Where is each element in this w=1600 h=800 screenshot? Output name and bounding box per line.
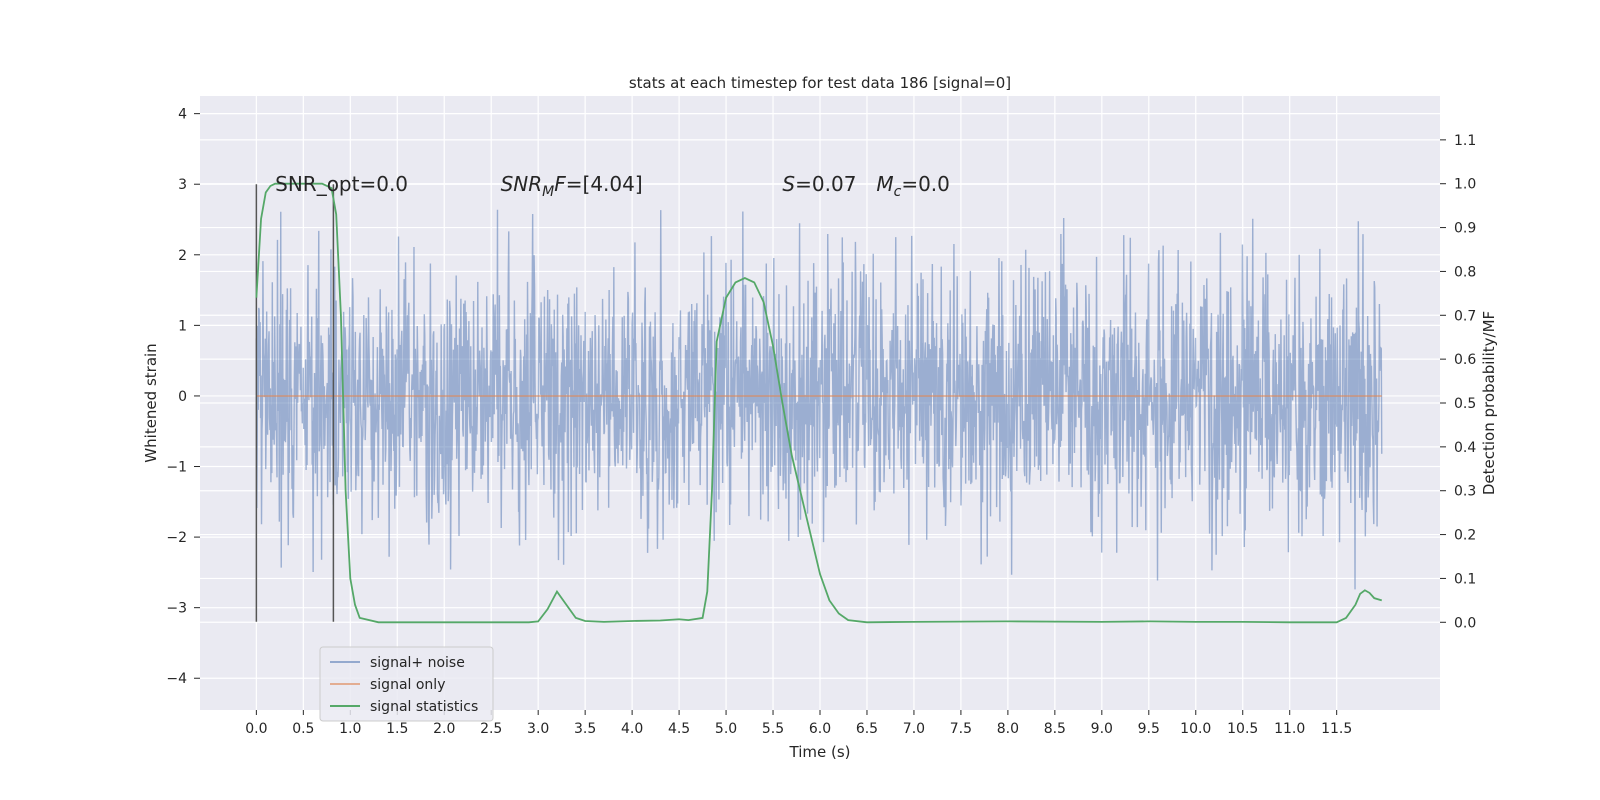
x-tick-label-18: 9.0 xyxy=(1091,721,1113,737)
annotation-s_val: S=0.07 xyxy=(782,172,856,196)
y2-tick-label-2: 0.2 xyxy=(1454,528,1476,544)
y-tick-label-7: 3 xyxy=(178,177,187,193)
x-tick-label-13: 6.5 xyxy=(856,721,878,737)
y2-tick-label-7: 0.7 xyxy=(1454,308,1476,324)
x-tick-label-10: 5.0 xyxy=(715,721,737,737)
x-tick-label-17: 8.5 xyxy=(1044,721,1066,737)
y-tick-label-1: −3 xyxy=(166,601,187,617)
y2-tick-label-5: 0.5 xyxy=(1454,396,1476,412)
chart-title: stats at each timestep for test data 186… xyxy=(629,74,1011,92)
annotation-m_c: Mc=0.0 xyxy=(876,172,950,200)
y2-axis-title: Detection probability/MF xyxy=(1480,311,1498,495)
y-tick-label-2: −2 xyxy=(166,530,187,546)
x-tick-label-15: 7.5 xyxy=(950,721,972,737)
x-tick-label-14: 7.0 xyxy=(903,721,925,737)
x-tick-label-9: 4.5 xyxy=(668,721,690,737)
y-axis-left: −4 −3 −2 −1 0 1 2 3 4 xyxy=(166,107,200,687)
x-tick-label-2: 1.0 xyxy=(339,721,361,737)
lines-layer xyxy=(255,182,1383,624)
y2-tick-label-3: 0.3 xyxy=(1454,484,1476,500)
y-tick-label-0: −4 xyxy=(166,671,187,687)
legend-label-signal: signal only xyxy=(370,677,445,693)
x-tick-label-16: 8.0 xyxy=(997,721,1019,737)
legend-label-noise: signal+ noise xyxy=(370,655,465,671)
y-axis-right: 0.0 0.1 0.2 0.3 0.4 0.5 0.6 0.7 0.8 0.9 1.0 1.1 xyxy=(1440,133,1476,631)
x-tick-label-11: 5.5 xyxy=(762,721,784,737)
legend: signal+ noise signal only signal statist… xyxy=(319,646,494,722)
x-tick-label-8: 4.0 xyxy=(621,721,643,737)
y2-tick-label-10: 1.0 xyxy=(1454,177,1476,193)
x-tick-label-21: 10.5 xyxy=(1227,721,1258,737)
y-tick-label-3: −1 xyxy=(166,460,187,476)
series-signal-statistics xyxy=(255,182,1383,624)
y2-tick-label-4: 0.4 xyxy=(1454,440,1476,456)
y-axis-title: Whitened strain xyxy=(142,343,160,462)
x-tick-label-4: 2.0 xyxy=(433,721,455,737)
y2-tick-label-6: 0.6 xyxy=(1454,352,1476,368)
x-tick-label-20: 10.0 xyxy=(1180,721,1211,737)
x-tick-label-19: 9.5 xyxy=(1138,721,1160,737)
legend-box xyxy=(319,646,494,722)
y2-tick-label-0: 0.0 xyxy=(1454,615,1476,631)
x-tick-label-1: 0.5 xyxy=(292,721,314,737)
annotations: SNR_opt=0.0 SNRMF=[4.04] S=0.07 Mc=0.0 xyxy=(275,172,950,200)
legend-label-statistics: signal statistics xyxy=(370,699,478,715)
y-tick-label-8: 4 xyxy=(178,107,187,123)
x-tick-label-3: 1.5 xyxy=(386,721,408,737)
annotation-snr_mf: SNRMF=[4.04] xyxy=(501,172,643,200)
x-tick-label-12: 6.0 xyxy=(809,721,831,737)
y-tick-label-4: 0 xyxy=(178,389,187,405)
y2-tick-label-1: 0.1 xyxy=(1454,571,1476,587)
y2-tick-label-11: 1.1 xyxy=(1454,133,1476,149)
x-axis: 0.0 0.5 1.0 1.5 2.0 2.5 3.0 3.5 4.0 4.5 5.0 5.5 6.0 6… xyxy=(245,710,1352,737)
y2-tick-label-9: 0.9 xyxy=(1454,221,1476,237)
x-tick-label-7: 3.5 xyxy=(574,721,596,737)
x-tick-label-0: 0.0 xyxy=(245,721,267,737)
y-tick-label-5: 1 xyxy=(178,318,187,334)
annotation-snr_opt: SNR_opt=0.0 xyxy=(275,172,408,196)
noise-series xyxy=(255,209,1383,590)
x-tick-label-23: 11.5 xyxy=(1321,721,1352,737)
x-tick-label-22: 11.0 xyxy=(1274,721,1305,737)
y2-tick-label-8: 0.8 xyxy=(1454,264,1476,280)
x-axis-title: Time (s) xyxy=(789,743,851,761)
x-tick-label-6: 3.0 xyxy=(527,721,549,737)
x-tick-label-5: 2.5 xyxy=(480,721,502,737)
series-signal-plus-noise xyxy=(255,209,1383,590)
y-tick-label-6: 2 xyxy=(178,248,187,264)
